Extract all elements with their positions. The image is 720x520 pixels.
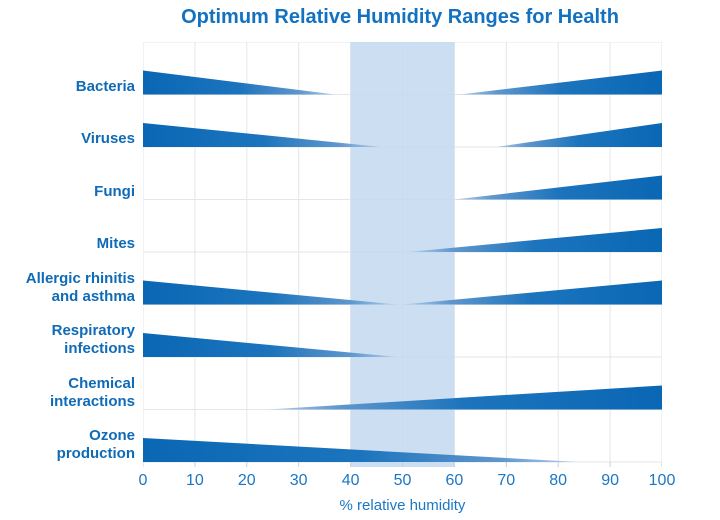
category-label-line: and asthma [51,287,135,305]
category-label-line: infections [64,340,135,357]
chart-title: Optimum Relative Humidity Ranges for Hea… [181,6,619,28]
x-tick-label-0: 0 [138,472,148,489]
wedge-chemical-interactions-increasing [267,385,662,410]
category-label-line: Mites [96,235,135,252]
category-label-line: Allergic rhinitis [25,269,135,287]
category-label-line: Respiratory [51,322,135,339]
x-tick-label-50: 50 [393,472,412,489]
optimum-band [350,42,455,467]
category-label-allergic-rhinitis-and-asthma: Allergic rhinitis and asthma [0,270,135,306]
wedge-bacteria-increasing [459,70,662,95]
category-label-line: interactions [49,392,135,410]
x-tick-label-40: 40 [341,472,360,489]
plot-area [143,42,662,467]
category-label-mites: Mites [0,235,135,253]
x-tick-label-70: 70 [497,472,516,489]
category-label-ozone-production: Ozone production [0,427,135,463]
x-tick-label-90: 90 [601,472,619,489]
category-label-line: Chemical [68,374,135,392]
wedge-respiratory-infections-decreasing [143,333,398,357]
wedge-ozone-production-decreasing [143,438,579,462]
x-tick-label-60: 60 [445,472,464,489]
category-label-line: Fungi [94,182,135,200]
category-label-fungi: Fungi [0,183,135,201]
category-label-respiratory-infections: Respiratory infections [0,322,135,358]
category-label-line: Viruses [81,130,135,147]
wedge-allergic-rhinitis-and-asthma-increasing [402,280,662,305]
wedge-bacteria-decreasing [143,70,336,95]
wedge-allergic-rhinitis-and-asthma-decreasing [143,280,398,305]
x-axis-label: % relative humidity [339,497,466,514]
x-tick-label-20: 20 [237,472,256,489]
category-label-line: production [56,445,135,462]
x-tick-label-10: 10 [185,472,204,489]
category-label-line: Ozone [89,427,135,444]
wedge-viruses-decreasing [143,123,382,147]
category-label-bacteria: Bacteria [0,78,135,96]
category-label-chemical-interactions: Chemical interactions [0,375,135,411]
category-label-line: Bacteria [75,77,135,95]
category-label-viruses: Viruses [0,130,135,148]
x-tick-label-80: 80 [549,472,568,489]
x-tick-label-100: 100 [648,472,676,489]
x-tick-label-30: 30 [289,472,308,489]
wedge-viruses-increasing [495,123,662,147]
